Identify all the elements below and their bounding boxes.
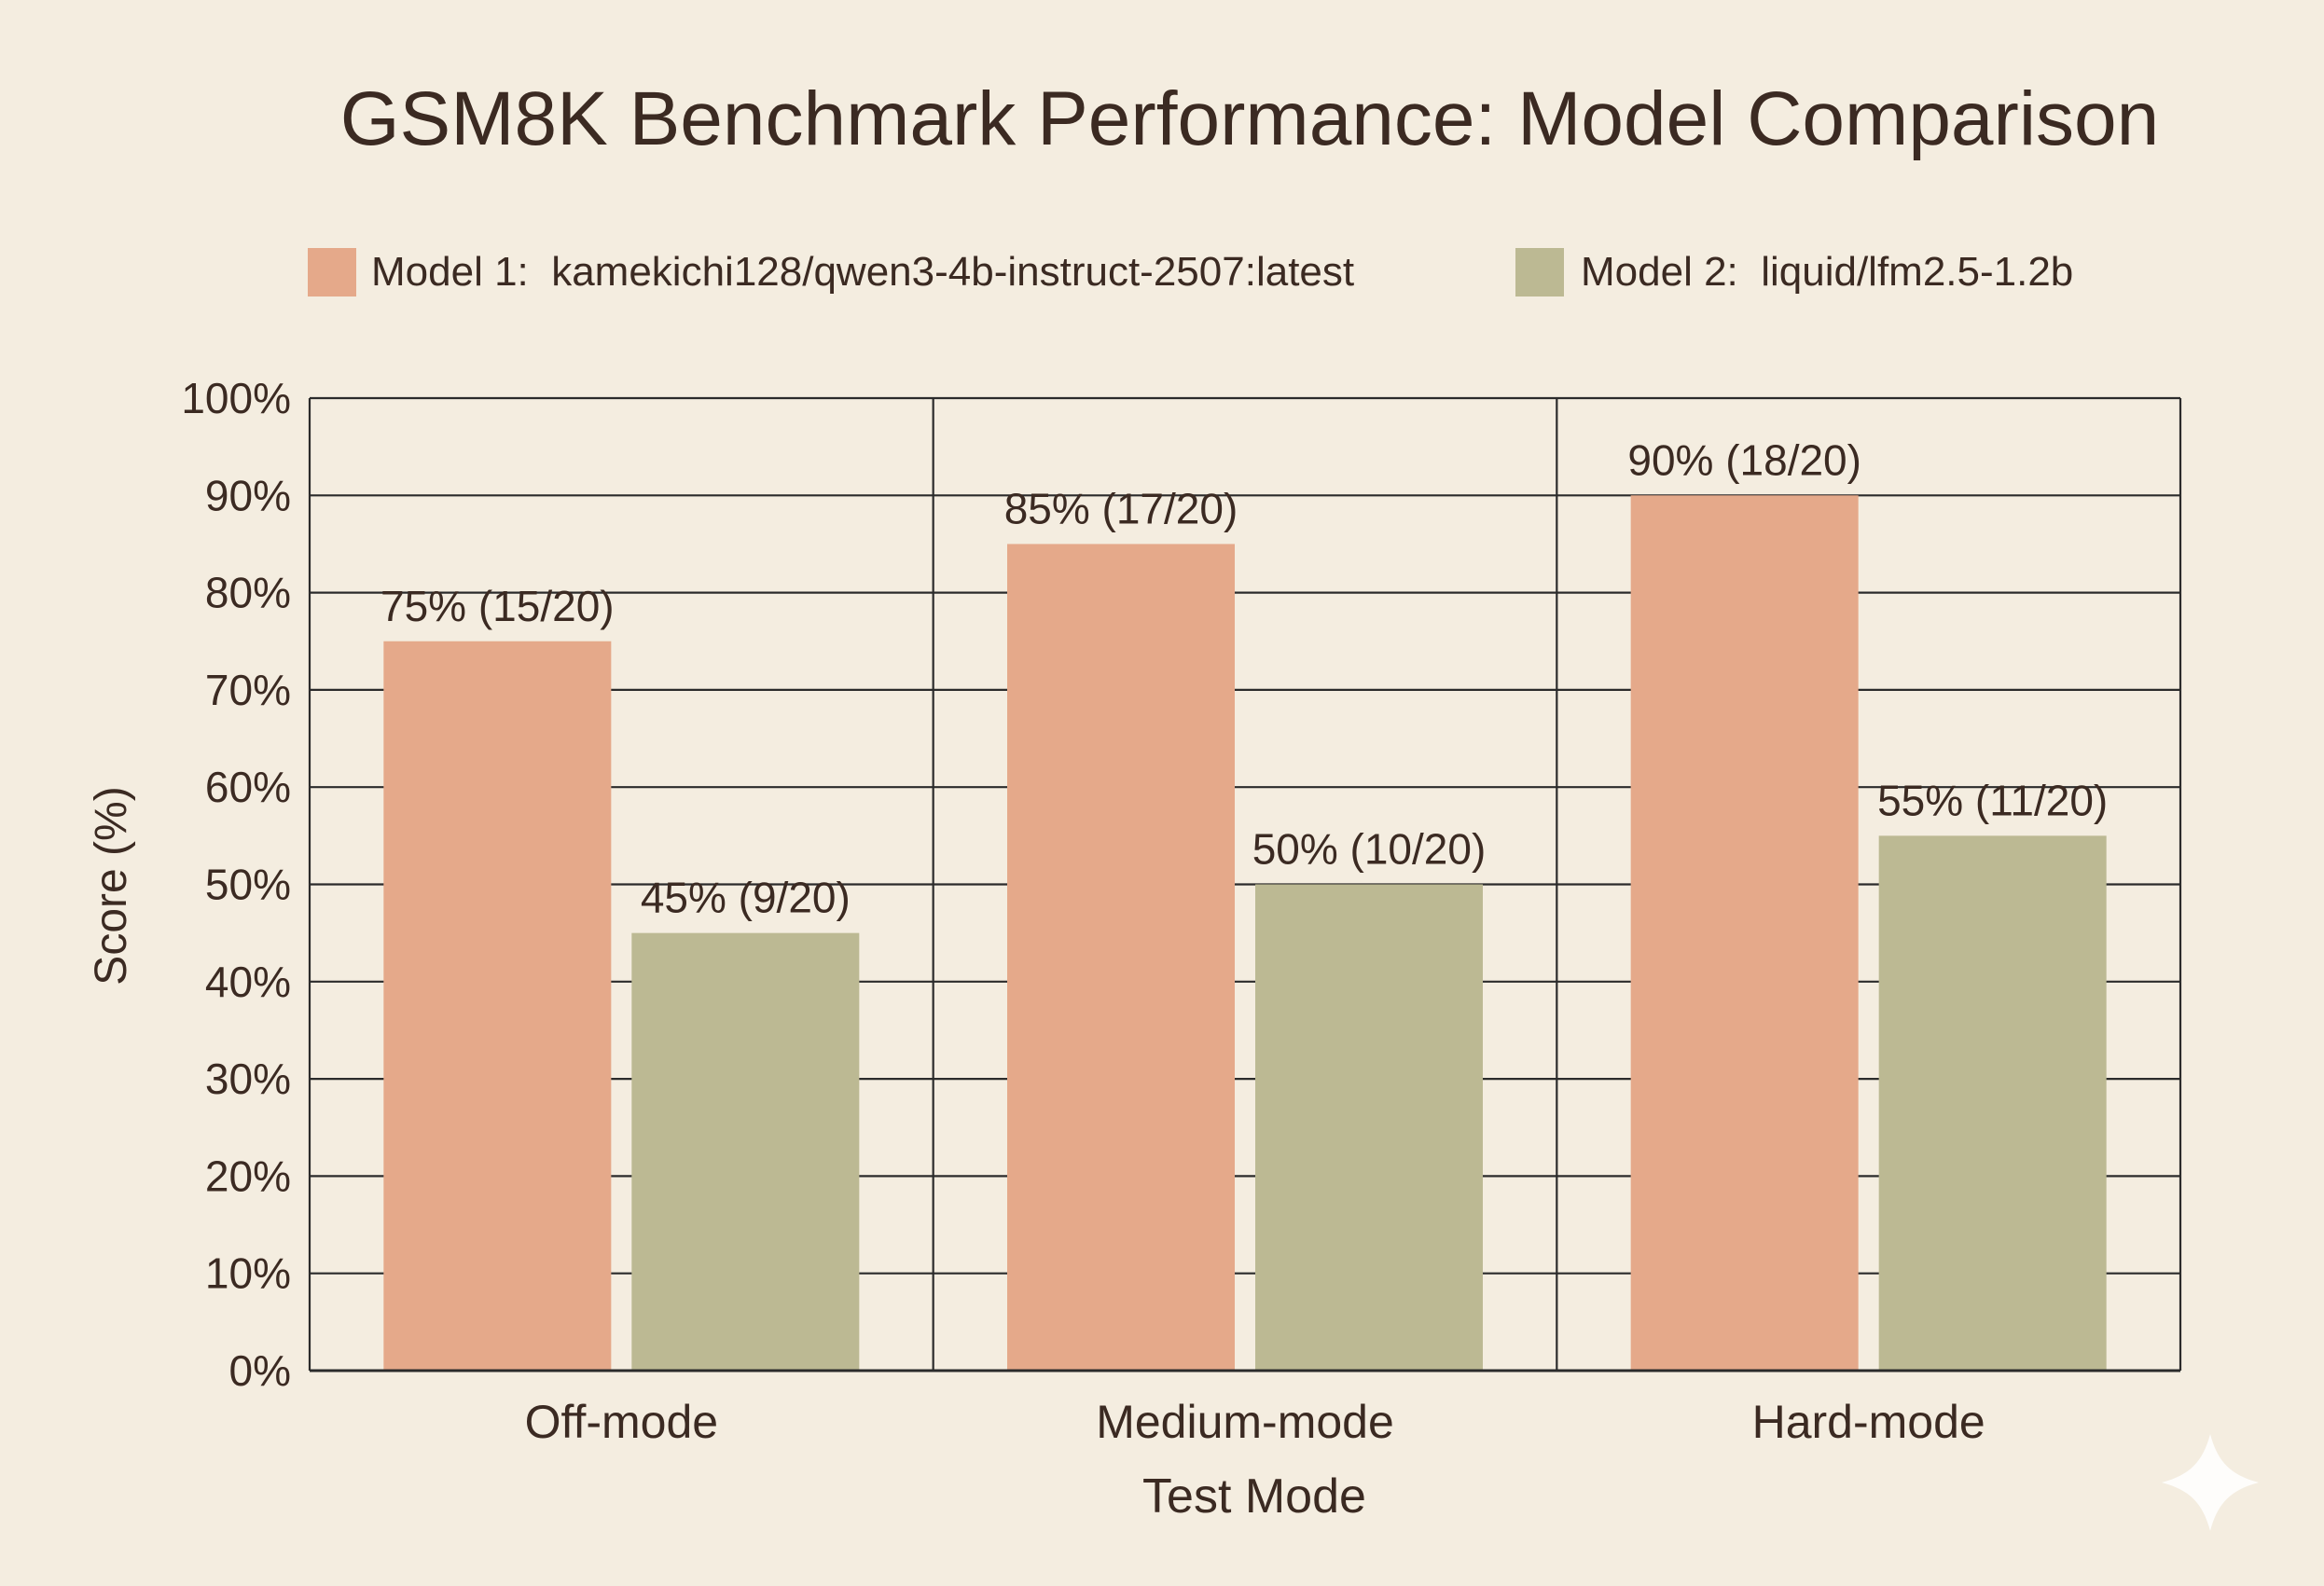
axis-ticks: 0% 10% 20% 30% 40% 50% 60% 70% 80% 90% 100% Off-mod… [181, 374, 2180, 1448]
data-labels: 75% (15/20) 45% (9/20) 85% (17/20) 50% (10/… [380, 435, 2108, 921]
y-tick-label: 10% [205, 1249, 291, 1298]
y-tick-label: 40% [205, 958, 291, 1006]
x-tick-label: Off-mode [525, 1396, 719, 1448]
y-tick-label: 90% [205, 471, 291, 519]
grid [308, 396, 2182, 1372]
data-label: 55% (11/20) [1877, 776, 2108, 824]
y-tick-label: 60% [205, 763, 291, 811]
sparkle-icon [2162, 1434, 2259, 1531]
legend-swatch-model-2 [1515, 248, 1564, 297]
x-tick-label: Medium-mode [1096, 1396, 1394, 1448]
bar-medium-mode-series-2 [1255, 884, 1483, 1371]
data-label: 75% (15/20) [380, 582, 615, 630]
legend-label-model-1: Model 1: kamekichi128/qwen3-4b-instruct-… [371, 249, 1354, 295]
x-axis-label: Test Mode [1142, 1469, 1366, 1524]
x-tick-label: Hard-mode [1752, 1396, 1985, 1448]
legend: Model 1: kamekichi128/qwen3-4b-instruct-… [308, 248, 2073, 297]
y-axis-label: Score (%) [87, 786, 136, 985]
bar-hard-mode-series-1 [1630, 495, 1859, 1371]
data-label: 90% (18/20) [1627, 435, 1861, 484]
y-tick-label: 80% [205, 569, 291, 617]
chart-title: GSM8K Benchmark Performance: Model Compa… [340, 76, 2160, 161]
y-tick-label: 100% [181, 374, 291, 422]
y-tick-label: 70% [205, 666, 291, 714]
y-tick-label: 0% [229, 1346, 291, 1395]
y-tick-label: 50% [205, 861, 291, 909]
bar-off-mode-series-2 [631, 932, 860, 1371]
bar-hard-mode-series-2 [1878, 835, 2107, 1371]
data-label: 45% (9/20) [641, 874, 851, 922]
bar-medium-mode-series-1 [1007, 544, 1235, 1371]
data-label: 85% (17/20) [1004, 484, 1238, 532]
y-tick-label: 20% [205, 1152, 291, 1200]
y-tick-label: 30% [205, 1055, 291, 1103]
data-label: 50% (10/20) [1252, 825, 1487, 874]
legend-label-model-2: Model 2: liquid/lfm2.5-1.2b [1581, 249, 2073, 295]
bars [383, 495, 2107, 1371]
bar-off-mode-series-1 [383, 641, 612, 1371]
legend-swatch-model-1 [308, 248, 356, 297]
